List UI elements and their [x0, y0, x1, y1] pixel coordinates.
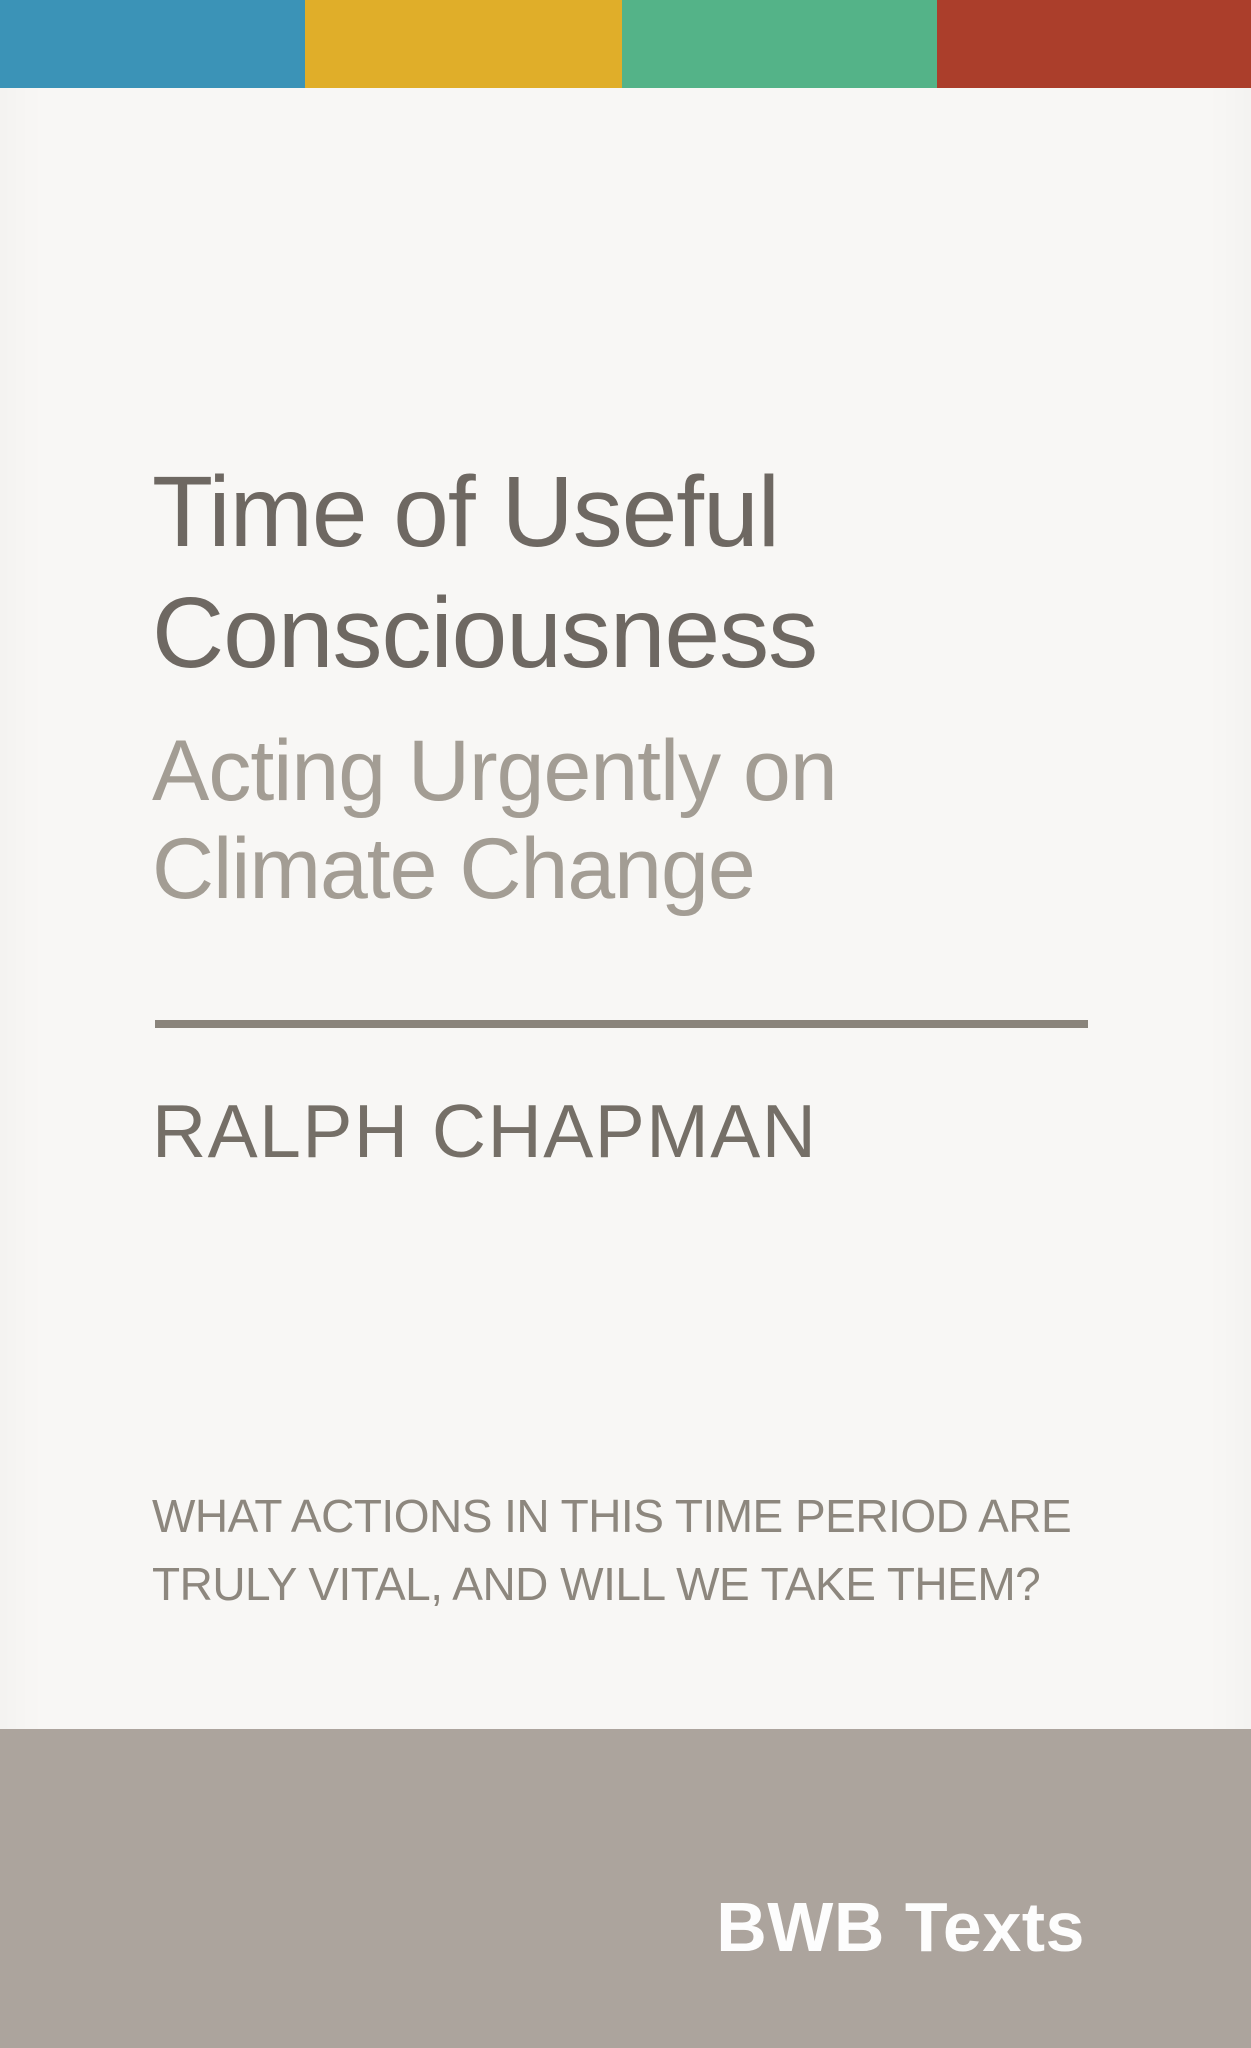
stripe-blue [0, 0, 306, 88]
tagline-line-1: WHAT ACTIONS IN THIS TIME PERIOD ARE [152, 1490, 1072, 1542]
publisher-band: BWB Texts [0, 1729, 1251, 2048]
color-stripe-bar [0, 0, 1251, 88]
book-title-line-1: Time of Useful [152, 456, 780, 568]
stripe-yellow [305, 0, 622, 88]
publisher-name: BWB Texts [716, 1888, 1085, 1966]
book-subtitle-line-1: Acting Urgently on [152, 723, 838, 819]
book-subtitle-line-2: Climate Change [152, 821, 756, 917]
book-title: Time of Useful Consciousness [152, 452, 818, 694]
book-title-line-2: Consciousness [152, 577, 818, 689]
book-subtitle: Acting Urgently on Climate Change [152, 722, 838, 918]
tagline-line-2: TRULY VITAL, AND WILL WE TAKE THEM? [152, 1558, 1041, 1610]
divider-rule [155, 1020, 1088, 1028]
stripe-green [621, 0, 937, 88]
tagline: WHAT ACTIONS IN THIS TIME PERIOD ARE TRU… [152, 1482, 1072, 1618]
author-name: RALPH CHAPMAN [152, 1089, 818, 1173]
stripe-red [936, 0, 1251, 88]
